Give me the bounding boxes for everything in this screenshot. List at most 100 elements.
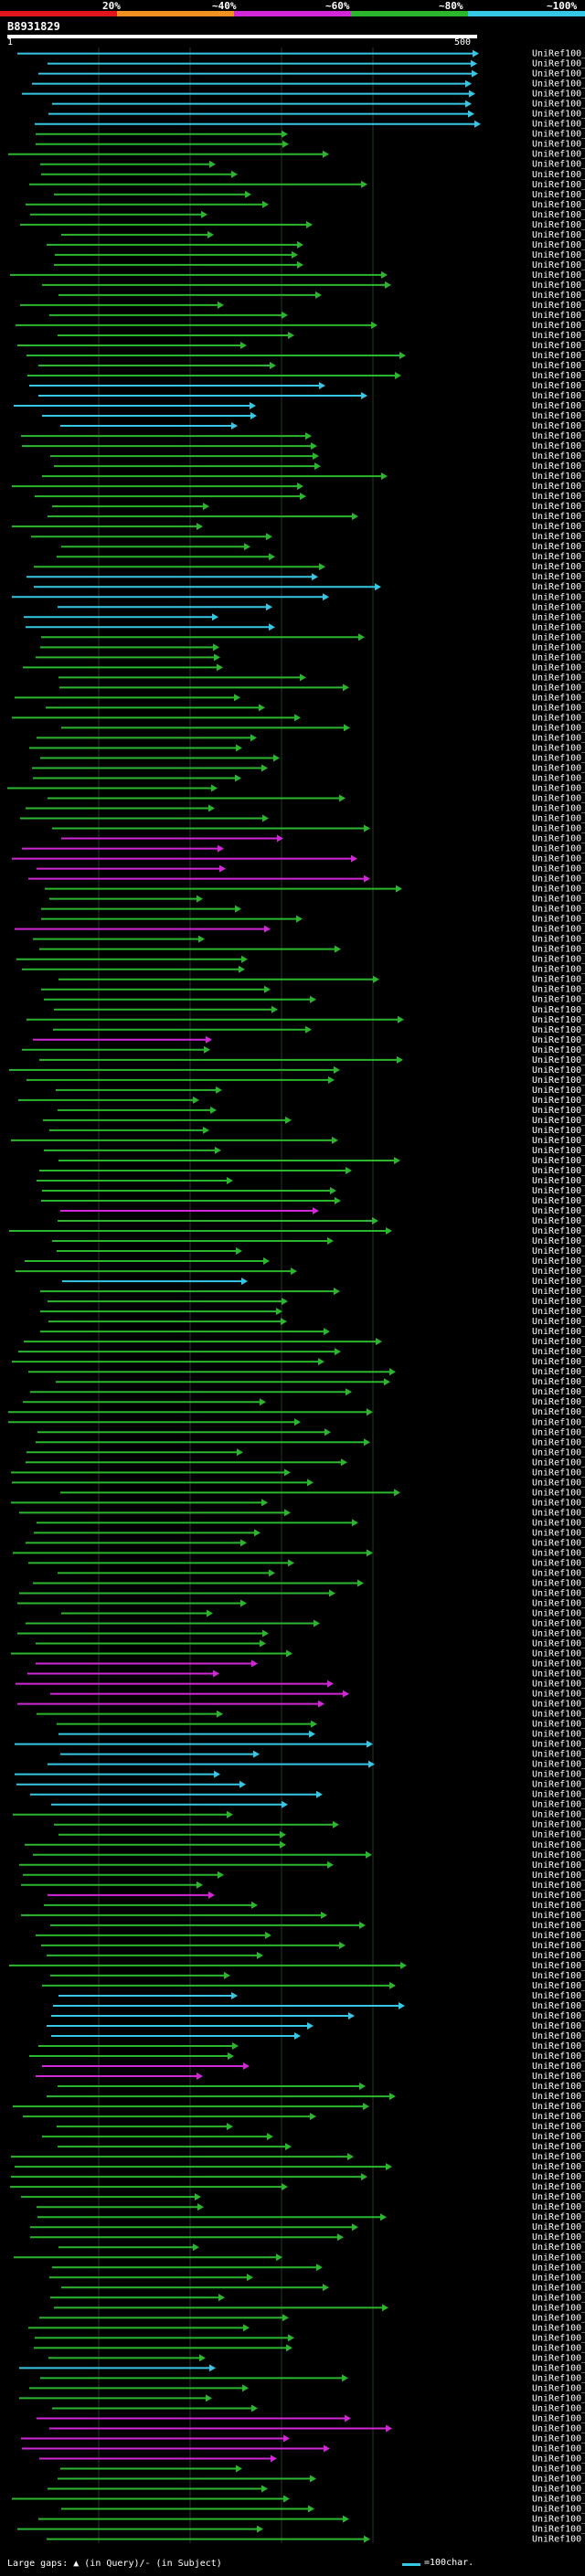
hit-label[interactable]: UniRef100_Q6V817	[532, 783, 585, 793]
hit-label[interactable]: UniRef100_C6T189	[532, 80, 585, 90]
hit-label[interactable]: UniRef100_B6TQL6	[532, 612, 585, 622]
hit-label[interactable]: UniRef100_A8JDV2	[532, 542, 585, 552]
hit-label[interactable]: UniRef100_UP1000...	[532, 341, 585, 351]
hit-label[interactable]: UniRef100_C1BX27	[532, 1790, 585, 1800]
hit-label[interactable]: UniRef100_UP1000...	[532, 1578, 585, 1588]
hit-label[interactable]: UniRef100_B9WP10	[532, 1005, 585, 1015]
hit-label[interactable]: UniRef100_C1BKR9	[532, 985, 585, 995]
hit-label[interactable]: UniRef100_UP1000...	[532, 713, 585, 723]
hit-label[interactable]: UniRef100_UP1000...	[532, 1337, 585, 1347]
hit-label[interactable]: UniRef100_UP1000...	[532, 1397, 585, 1407]
hit-label[interactable]: UniRef100_B8ABJ0	[532, 180, 585, 190]
hit-label[interactable]: UniRef100_B5Z3P9	[532, 1629, 585, 1639]
hit-label[interactable]: UniRef100_Q6DF90	[532, 1025, 585, 1035]
hit-label[interactable]: UniRef100_B5XCR8	[532, 1307, 585, 1317]
hit-label[interactable]: UniRef100_Q5N918	[532, 170, 585, 180]
hit-label[interactable]: UniRef100_A4R5B9	[532, 2162, 585, 2172]
hit-label[interactable]: UniRef100_B5X5G0	[532, 1488, 585, 1498]
hit-label[interactable]: UniRef100_C4Q232	[532, 2293, 585, 2303]
hit-label[interactable]: UniRef100_UP1000...	[532, 1447, 585, 1458]
hit-label[interactable]: UniRef100_UP1000...	[532, 1256, 585, 1267]
hit-label[interactable]: UniRef100_Q2HYP8	[532, 1297, 585, 1307]
hit-label[interactable]: UniRef100_C1BGC3	[532, 1810, 585, 1820]
hit-label[interactable]: UniRef100_B5XFS5	[532, 2122, 585, 2132]
hit-label[interactable]: UniRef100_A7QEU5	[532, 572, 585, 582]
hit-label[interactable]: UniRef100_A7MCK5	[532, 1991, 585, 2001]
hit-label[interactable]: UniRef100_C6HR41	[532, 2031, 585, 2041]
hit-label[interactable]: UniRef100_UP1000...	[532, 814, 585, 824]
hit-label[interactable]: UniRef100_C4IX00	[532, 2283, 585, 2293]
hit-label[interactable]: UniRef100_B5XE56	[532, 2132, 585, 2142]
hit-label[interactable]: UniRef100_C1BIE0	[532, 1065, 585, 1076]
hit-label[interactable]: UniRef100_Q4U817	[532, 2333, 585, 2343]
hit-label[interactable]: UniRef100_C3LMW5	[532, 1226, 585, 1236]
hit-label[interactable]: UniRef100_UP1000...	[532, 1941, 585, 1951]
hit-label[interactable]: UniRef100_Q4S5M1	[532, 1367, 585, 1377]
hit-label[interactable]: UniRef100_C6SYN0	[532, 59, 585, 69]
hit-label[interactable]: UniRef100_Q4PFF9	[532, 2343, 585, 2353]
hit-label[interactable]: UniRef100_Q8RU14	[532, 311, 585, 321]
hit-label[interactable]: UniRef100_UP1000...	[532, 1760, 585, 1770]
hit-label[interactable]: UniRef100_B4Q2Z1	[532, 925, 585, 935]
hit-label[interactable]: UniRef100_A2PYH3	[532, 230, 585, 240]
hit-label[interactable]: UniRef100_A7Q619	[532, 1670, 585, 1680]
hit-label[interactable]: UniRef100_C5YAB9	[532, 130, 585, 140]
hit-label[interactable]: UniRef100_UP1000...	[532, 1096, 585, 1106]
hit-label[interactable]: UniRef100_Q5XH45	[532, 1076, 585, 1086]
hit-label[interactable]: UniRef100_B5XE86	[532, 1206, 585, 1216]
hit-label[interactable]: UniRef100_B4IDH2	[532, 2485, 585, 2495]
hit-label[interactable]: UniRef100_B4MIZ1	[532, 763, 585, 773]
hit-label[interactable]: UniRef100_Q70186	[532, 1528, 585, 1538]
hit-label[interactable]: UniRef100_B4KQ17	[532, 753, 585, 763]
hit-label[interactable]: UniRef100_C0NNN5	[532, 2051, 585, 2062]
hit-label[interactable]: UniRef100_B4FL79	[532, 331, 585, 341]
hit-label[interactable]: UniRef100_A9P8Q9	[532, 200, 585, 210]
hit-label[interactable]: UniRef100_C1B5S2	[532, 622, 585, 632]
hit-label[interactable]: UniRef100_B5XEL8	[532, 1518, 585, 1528]
hit-label[interactable]: UniRef100_B4P229	[532, 2465, 585, 2475]
hit-label[interactable]: UniRef100_A6EX99	[532, 2433, 585, 2443]
hit-label[interactable]: UniRef100_C3ZE19	[532, 683, 585, 693]
hit-label[interactable]: UniRef100_C5W230	[532, 451, 585, 461]
hit-label[interactable]: UniRef100_Q2HU79	[532, 411, 585, 421]
hit-label[interactable]: UniRef100_B4M0U7	[532, 875, 585, 885]
hit-label[interactable]: UniRef100_B5X5F4	[532, 1680, 585, 1690]
hit-label[interactable]: UniRef100_B5X5R9	[532, 1427, 585, 1437]
hit-label[interactable]: UniRef100_Q5VPF7	[532, 2525, 585, 2535]
hit-label[interactable]: UniRef100_C3KM10	[532, 1196, 585, 1206]
hit-label[interactable]: UniRef100_UP1000...	[532, 864, 585, 875]
hit-label[interactable]: UniRef100_UP1000...	[532, 1830, 585, 1840]
hit-label[interactable]: UniRef100_B6KGW6	[532, 2192, 585, 2202]
hit-label[interactable]: UniRef100_A1D955	[532, 2212, 585, 2222]
hit-label[interactable]: UniRef100_B1B3P4	[532, 1598, 585, 1608]
hit-label[interactable]: UniRef100_UP1000...	[532, 1720, 585, 1730]
hit-label[interactable]: UniRef100_Q8TVF7	[532, 2535, 585, 2543]
hit-label[interactable]: UniRef100_A9PB21	[532, 110, 585, 120]
hit-label[interactable]: UniRef100_Q6LVY5	[532, 1176, 585, 1186]
hit-label[interactable]: UniRef100_C2M422	[532, 2253, 585, 2263]
hit-label[interactable]: UniRef100_Q1K0X1	[532, 1538, 585, 1548]
hit-label[interactable]: UniRef100_B9I2B9	[532, 592, 585, 602]
hit-label[interactable]: UniRef100_C1BF37	[532, 1156, 585, 1166]
hit-label[interactable]: UniRef100_B5X7C3	[532, 1468, 585, 1478]
hit-label[interactable]: UniRef100_A7APT1	[532, 2102, 585, 2112]
hit-label[interactable]: UniRef100_UP1000...	[532, 1407, 585, 1417]
hit-label[interactable]: UniRef100_A0F015	[532, 1277, 585, 1287]
hit-label[interactable]: UniRef100_UP1000...	[532, 291, 585, 301]
hit-label[interactable]: UniRef100_Q4N187	[532, 2263, 585, 2273]
hit-label[interactable]: UniRef100_C4WTI7	[532, 1548, 585, 1558]
hit-label[interactable]: UniRef100_UP1000...	[532, 1377, 585, 1387]
hit-label[interactable]: UniRef100_UP1000...	[532, 824, 585, 834]
hit-label[interactable]: UniRef100_C5GQA1	[532, 2152, 585, 2162]
hit-label[interactable]: UniRef100_B9NR15	[532, 2475, 585, 2485]
hit-label[interactable]: UniRef100_C3E9H1	[532, 703, 585, 713]
hit-label[interactable]: UniRef100_Q2HV60	[532, 1710, 585, 1720]
hit-label[interactable]: UniRef100_Q01EK4	[532, 1498, 585, 1508]
hit-label[interactable]: UniRef100_Q8K566-2	[532, 1911, 585, 1921]
hit-label[interactable]: UniRef100_C6SY77	[532, 69, 585, 80]
hit-label[interactable]: UniRef100_A5PBT1	[532, 401, 585, 411]
hit-label[interactable]: UniRef100_A9NLW9	[532, 210, 585, 220]
hit-label[interactable]: UniRef100_C1BJR0	[532, 1508, 585, 1518]
hit-label[interactable]: UniRef100_A6CPN0	[532, 2495, 585, 2505]
hit-label[interactable]: UniRef100_Q6DHZ4	[532, 723, 585, 733]
